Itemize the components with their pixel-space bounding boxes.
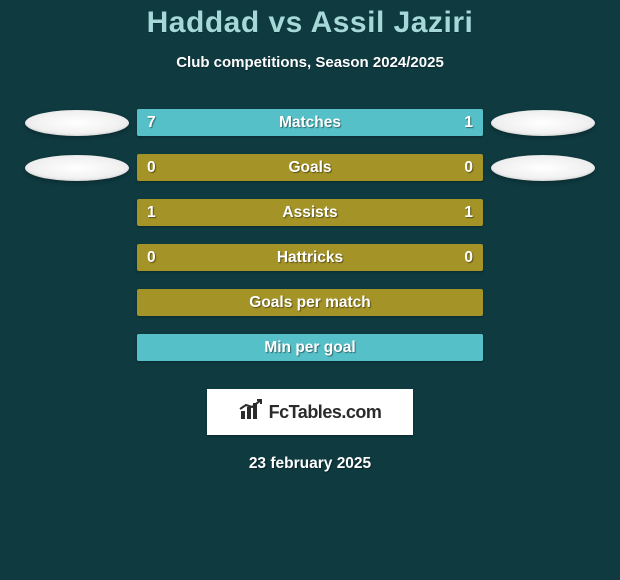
player-avatar-left	[25, 110, 129, 136]
stat-row: Hattricks0 0	[17, 244, 603, 271]
player-avatar-right	[491, 155, 595, 181]
avatar-slot-right	[483, 290, 603, 316]
avatar-slot-left	[17, 110, 137, 136]
stat-row: Goals0 0	[17, 154, 603, 181]
chart-icon	[239, 399, 265, 426]
avatar-slot-left	[17, 290, 137, 316]
stat-label: Goals per match	[137, 289, 483, 316]
subtitle: Club competitions, Season 2024/2025	[176, 54, 444, 71]
comparison-infographic: Haddad vs Assil Jaziri Club competitions…	[0, 0, 620, 473]
date-text: 23 february 2025	[249, 455, 371, 473]
stat-row: Goals per match	[17, 289, 603, 316]
player-avatar-right	[491, 110, 595, 136]
avatar-slot-left	[17, 155, 137, 181]
stat-row: Assists1 1	[17, 199, 603, 226]
stat-row: Min per goal	[17, 334, 603, 361]
stat-bar: Assists1 1	[137, 199, 483, 226]
avatar-slot-left	[17, 335, 137, 361]
bar-fill-right	[407, 109, 483, 136]
stat-value-right: 0	[447, 244, 483, 271]
stat-label: Assists	[137, 199, 483, 226]
player-avatar-left	[25, 155, 129, 181]
stat-bar: Hattricks0 0	[137, 244, 483, 271]
stat-bar: Matches71	[137, 109, 483, 136]
stat-row: Matches71	[17, 109, 603, 136]
stat-bar: Goals per match	[137, 289, 483, 316]
brand-text: FcTables.com	[269, 402, 382, 423]
avatar-slot-left	[17, 245, 137, 271]
stat-label: Goals	[137, 154, 483, 181]
page-title: Haddad vs Assil Jaziri	[147, 6, 474, 40]
stat-bar: Min per goal	[137, 334, 483, 361]
bar-fill-left	[137, 334, 483, 361]
stat-value-right: 1	[447, 199, 483, 226]
avatar-slot-right	[483, 110, 603, 136]
avatar-slot-right	[483, 245, 603, 271]
stat-value-left: 0	[137, 244, 173, 271]
stat-value-left: 0	[137, 154, 173, 181]
stat-value-left: 1	[137, 199, 173, 226]
stat-bar: Goals0 0	[137, 154, 483, 181]
bar-fill-left	[137, 109, 407, 136]
avatar-slot-right	[483, 335, 603, 361]
avatar-slot-left	[17, 200, 137, 226]
stat-rows: Matches71Goals00Assists11Hattricks00Goal…	[17, 109, 603, 379]
stat-value-right: 0	[447, 154, 483, 181]
avatar-slot-right	[483, 200, 603, 226]
stat-label: Hattricks	[137, 244, 483, 271]
brand-badge: FcTables.com	[207, 389, 413, 435]
avatar-slot-right	[483, 155, 603, 181]
